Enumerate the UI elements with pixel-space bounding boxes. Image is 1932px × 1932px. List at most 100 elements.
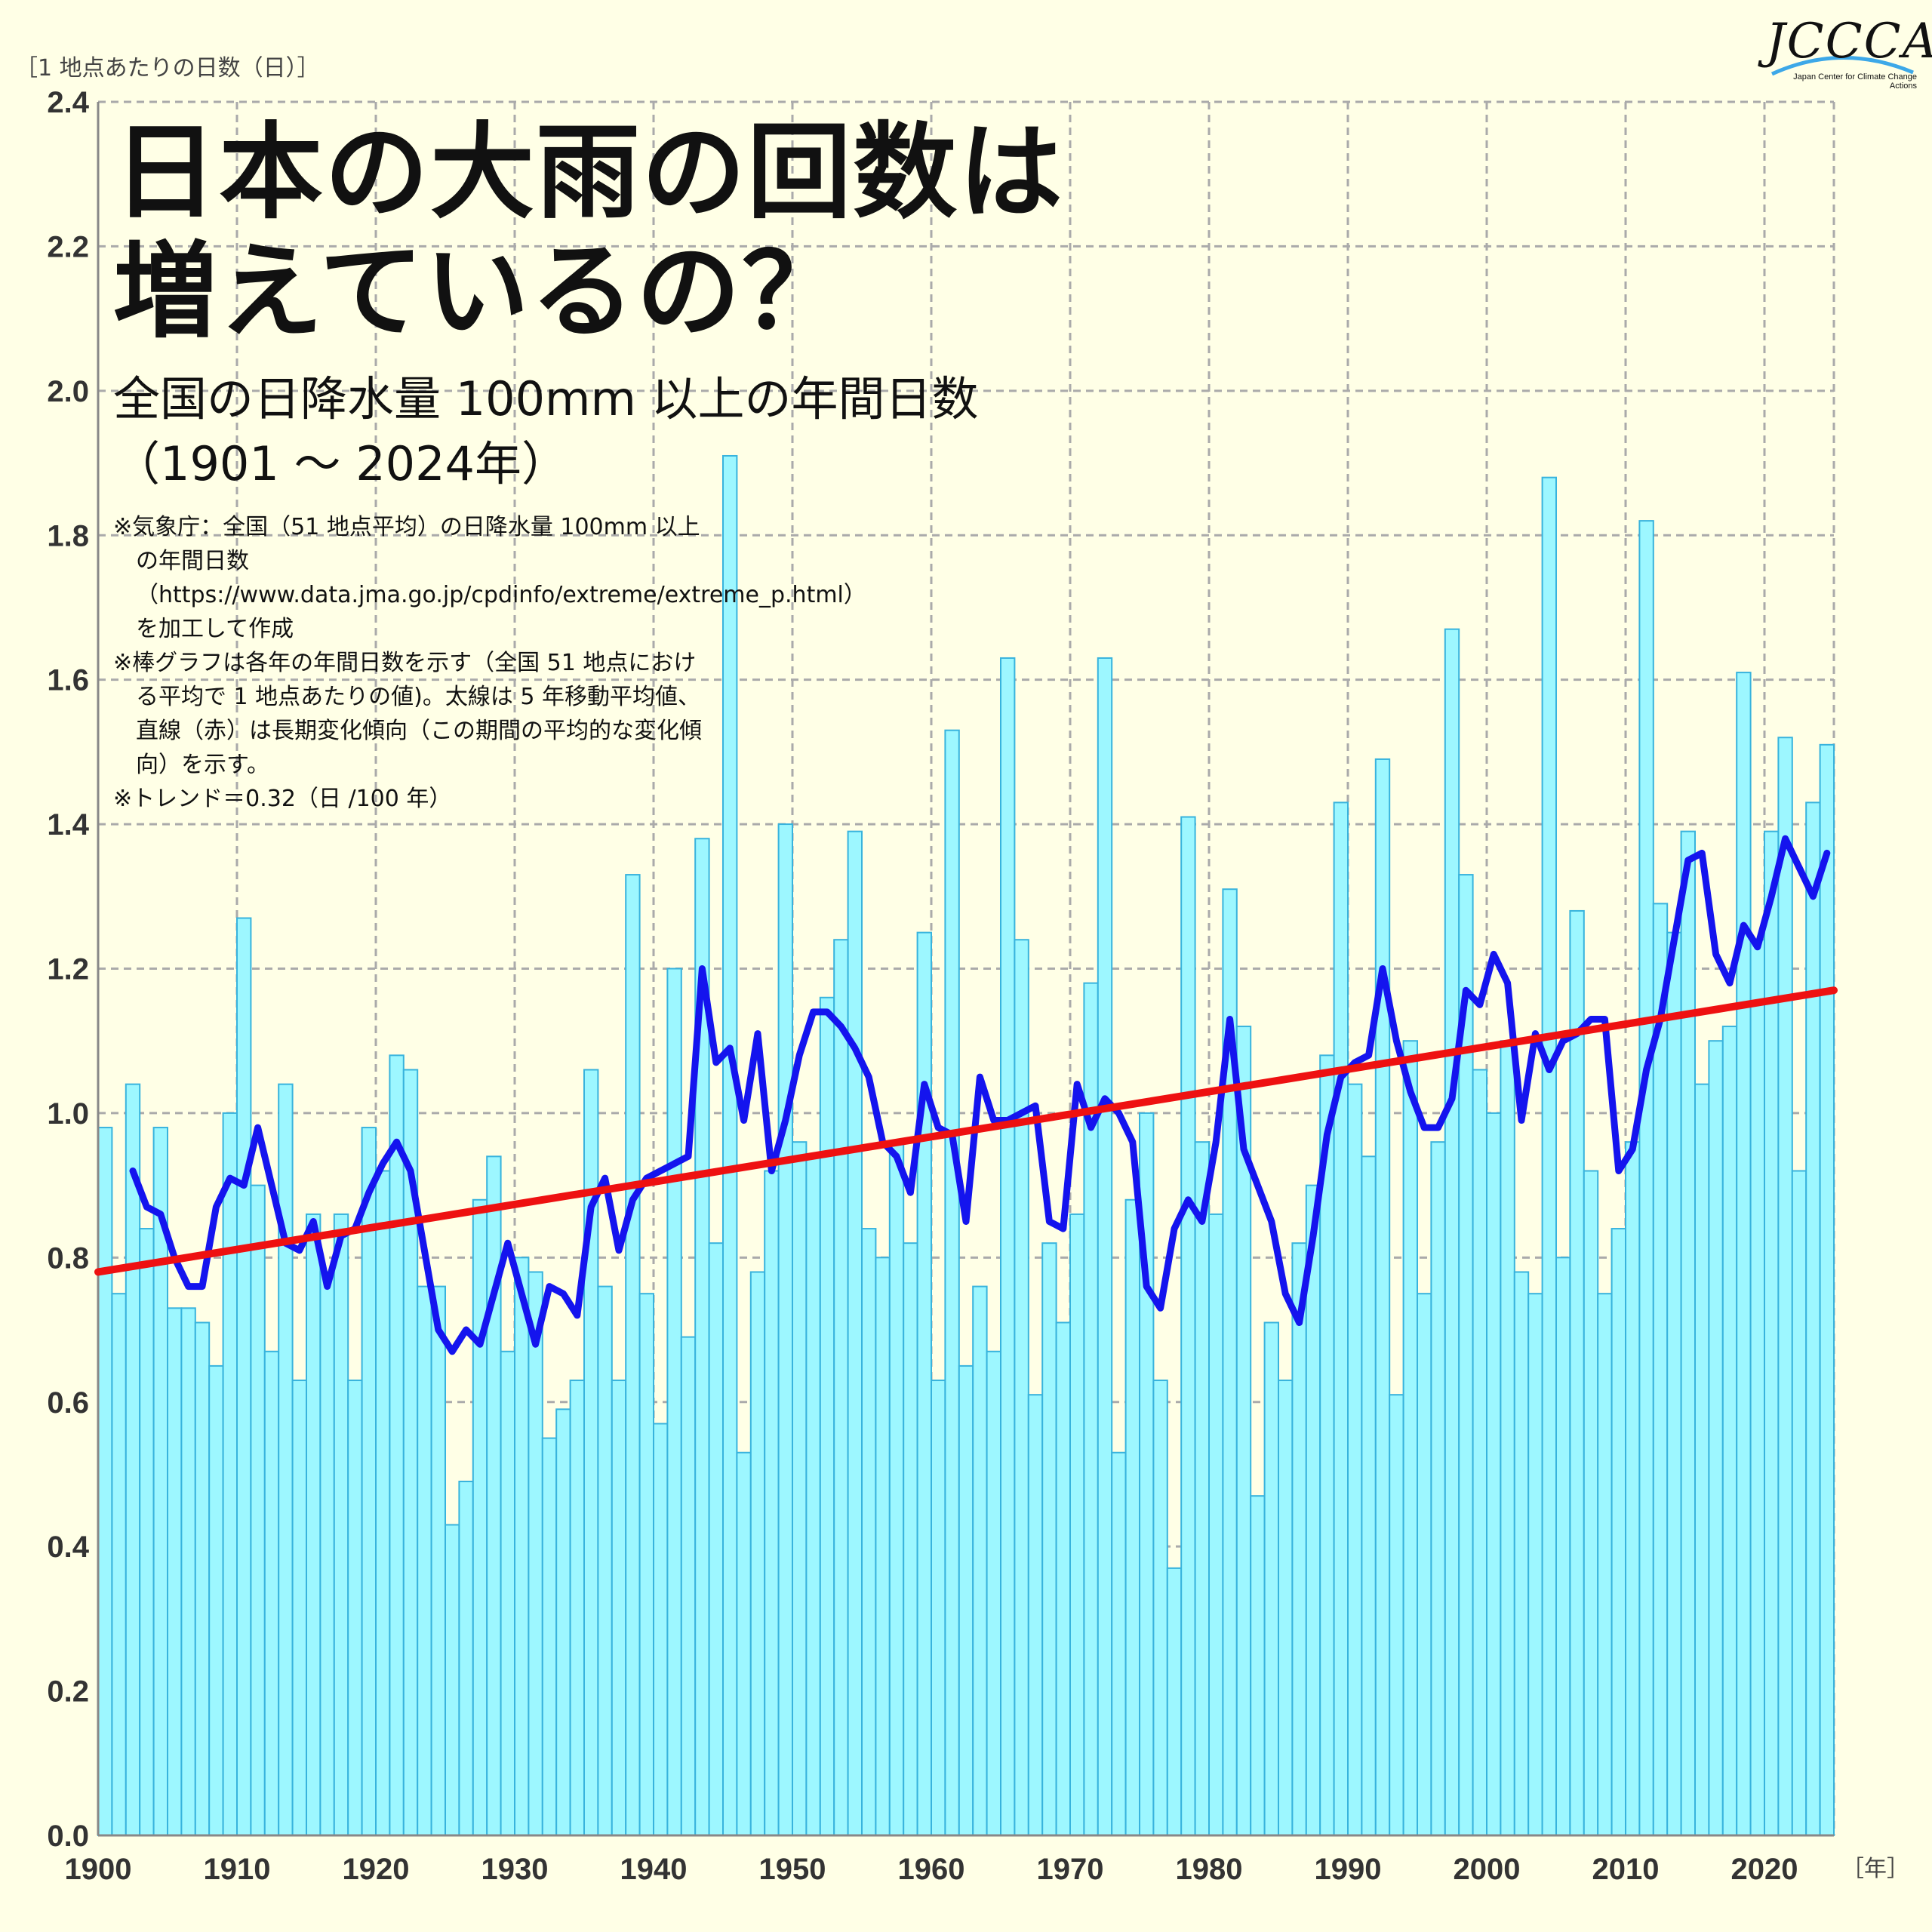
bar <box>1583 1170 1599 1836</box>
bar <box>1333 801 1349 1836</box>
bar <box>916 931 932 1836</box>
bar <box>653 1423 669 1836</box>
note-description: ※棒グラフは各年の年間日数を示す（全国 51 地点における平均で 1 地点あたり… <box>113 650 702 778</box>
bar <box>1430 1141 1446 1836</box>
title-line-1: 日本の大雨の回数は <box>113 112 1065 233</box>
bar-series <box>97 454 1835 1837</box>
bar <box>1721 1026 1738 1836</box>
bar <box>611 1380 627 1836</box>
bar <box>1194 1141 1210 1836</box>
bar <box>1625 1141 1641 1836</box>
bar <box>1486 1112 1502 1836</box>
x-tick-label: 1960 <box>898 1853 965 1886</box>
bar <box>263 1350 280 1836</box>
bar <box>944 729 960 1836</box>
bar <box>1777 737 1793 1837</box>
title-line-2: 増えているの？ <box>113 231 848 352</box>
bar <box>445 1524 460 1837</box>
x-tick-label: 1940 <box>620 1853 688 1886</box>
trend-line <box>94 986 1838 1276</box>
bar <box>250 1184 266 1836</box>
bar <box>986 1350 1001 1836</box>
y-axis-label: ［1 地点あたりの日数（日）］ <box>15 55 320 82</box>
subtitle-line-2: （1901 ～ 2024年） <box>113 436 568 491</box>
bar <box>1680 830 1697 1836</box>
bar <box>1749 939 1766 1836</box>
bar <box>569 1380 585 1836</box>
bar <box>472 1198 488 1837</box>
bar <box>958 1364 974 1837</box>
bar <box>361 1127 377 1836</box>
bar <box>1014 939 1029 1836</box>
bar <box>1097 657 1113 1836</box>
bar <box>333 1213 349 1836</box>
x-tick-label: 2000 <box>1454 1853 1521 1886</box>
bar <box>708 1242 724 1836</box>
bar <box>430 1285 446 1837</box>
note-source: ※気象庁：全国（51 地点平均）の日降水量 100mm 以上の年間日数（http… <box>113 514 866 642</box>
y-tick-label: 0.8 <box>47 1241 89 1275</box>
bar <box>1513 1271 1530 1836</box>
y-tick-label: 2.2 <box>47 230 89 263</box>
bar <box>1055 1321 1071 1836</box>
bar <box>125 1083 141 1836</box>
bar <box>514 1257 530 1837</box>
y-tick-label: 0.2 <box>47 1675 89 1709</box>
bar <box>389 1054 405 1836</box>
bar <box>1124 1198 1140 1837</box>
y-tick-label: 0.4 <box>47 1531 89 1564</box>
bar <box>1041 1242 1057 1836</box>
x-tick-label: 1900 <box>65 1853 132 1886</box>
bar <box>1541 476 1557 1836</box>
bar <box>1278 1380 1294 1836</box>
bar <box>555 1408 571 1836</box>
logo-text: JCCCA <box>1766 14 1932 69</box>
bar <box>1472 1069 1487 1837</box>
bar <box>97 1127 113 1836</box>
bar <box>764 1170 780 1836</box>
y-tick-label: 1.6 <box>47 664 89 697</box>
bar <box>1027 1394 1044 1837</box>
bar <box>903 1242 918 1836</box>
y-tick-label: 2.0 <box>47 375 89 408</box>
bar <box>306 1213 321 1836</box>
bar <box>347 1380 363 1836</box>
bar <box>291 1380 308 1836</box>
bar <box>180 1307 196 1837</box>
bar <box>167 1307 183 1837</box>
bar <box>1347 1083 1363 1836</box>
bar <box>417 1285 432 1837</box>
x-tick-label: 1990 <box>1315 1853 1382 1886</box>
bar <box>486 1155 502 1836</box>
x-tick-label: 1910 <box>204 1853 271 1886</box>
bar <box>847 830 863 1836</box>
bar <box>931 1380 946 1836</box>
bar <box>1764 830 1780 1836</box>
bar <box>1819 743 1835 1836</box>
bar <box>1736 672 1752 1836</box>
bar <box>1208 1213 1224 1836</box>
y-tick-label: 1.0 <box>47 1097 89 1131</box>
bar <box>1611 1228 1627 1837</box>
moving-average-line <box>129 835 1831 1355</box>
x-axis-label: ［年］ <box>1841 1856 1909 1882</box>
bar <box>875 1257 891 1837</box>
bar <box>819 996 835 1836</box>
bar <box>888 1141 905 1836</box>
bar <box>1791 1170 1807 1836</box>
bar <box>222 1112 238 1836</box>
bar <box>375 1170 391 1836</box>
bar <box>111 1293 127 1836</box>
bar <box>500 1350 515 1836</box>
logo-subtitle: Japan Center for Climate Change Actions <box>1793 72 1917 91</box>
bar <box>1527 1293 1543 1836</box>
bar <box>1666 931 1682 1836</box>
bar <box>1361 1155 1377 1836</box>
y-tick-label: 2.4 <box>47 86 89 119</box>
axes <box>97 102 1834 1837</box>
bar <box>1263 1321 1279 1836</box>
bar <box>583 1069 599 1837</box>
bar <box>861 1228 877 1837</box>
bar <box>1569 909 1585 1836</box>
